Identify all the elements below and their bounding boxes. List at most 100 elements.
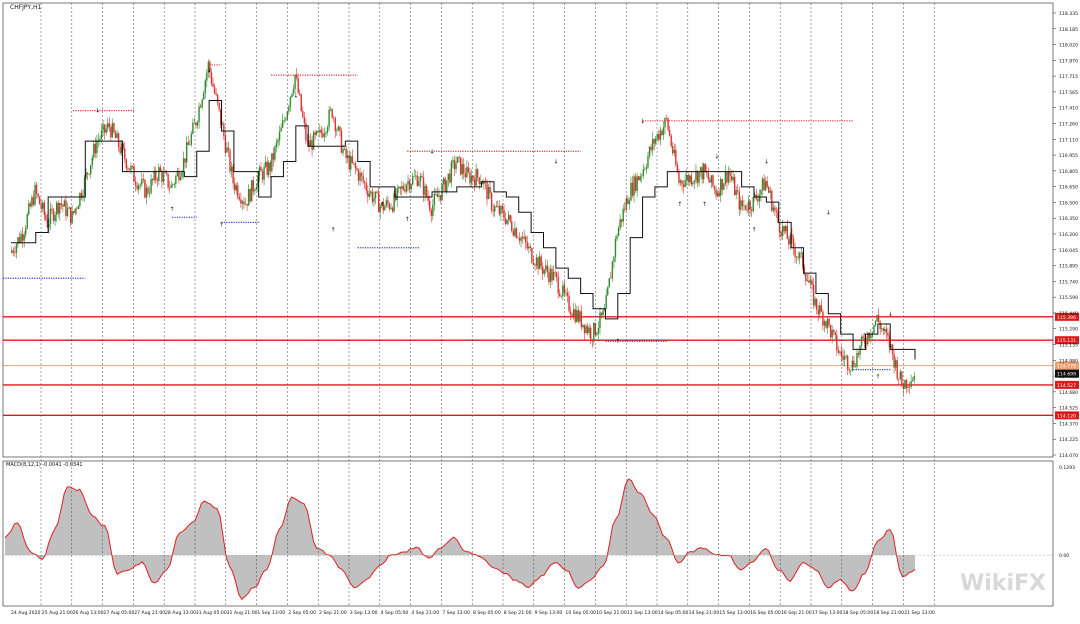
candle-body[interactable]	[215, 92, 217, 95]
candle-body[interactable]	[172, 184, 174, 185]
candle-body[interactable]	[850, 370, 852, 371]
candle-body[interactable]	[758, 194, 761, 202]
candle-body[interactable]	[204, 80, 206, 93]
candle-body[interactable]	[577, 310, 580, 322]
candle-body[interactable]	[433, 194, 436, 206]
candle-body[interactable]	[207, 61, 210, 73]
candle-body[interactable]	[283, 120, 285, 121]
candle-body[interactable]	[322, 133, 324, 138]
candle-body[interactable]	[819, 305, 821, 315]
candle-body[interactable]	[517, 237, 519, 239]
candle-body[interactable]	[421, 176, 423, 178]
candle-body[interactable]	[74, 208, 76, 213]
candle-body[interactable]	[384, 206, 386, 211]
candle-body[interactable]	[82, 195, 84, 198]
candle-body[interactable]	[90, 165, 92, 175]
candle-body[interactable]	[480, 181, 482, 184]
candle-body[interactable]	[254, 189, 256, 192]
candle-body[interactable]	[884, 328, 886, 331]
candle-body[interactable]	[178, 171, 180, 181]
candle-body[interactable]	[899, 371, 901, 379]
candle-body[interactable]	[769, 191, 771, 193]
candle-body[interactable]	[845, 355, 847, 357]
candle-body[interactable]	[227, 147, 230, 151]
candle-body[interactable]	[692, 182, 694, 185]
candle-body[interactable]	[170, 184, 172, 188]
candle-body[interactable]	[800, 252, 802, 254]
candle-body[interactable]	[637, 176, 640, 181]
candle-body[interactable]	[391, 207, 394, 212]
candle-body[interactable]	[221, 124, 223, 125]
candle-body[interactable]	[659, 130, 662, 140]
candle-body[interactable]	[398, 186, 400, 189]
candle-body[interactable]	[350, 156, 352, 170]
candle-body[interactable]	[487, 186, 490, 200]
candle-body[interactable]	[665, 118, 668, 119]
candle-body[interactable]	[438, 195, 440, 197]
candle-body[interactable]	[419, 176, 422, 182]
candle-body[interactable]	[876, 315, 878, 322]
candle-body[interactable]	[141, 179, 143, 185]
candle-body[interactable]	[356, 168, 358, 171]
candle-body[interactable]	[555, 272, 558, 277]
candle-body[interactable]	[289, 97, 292, 107]
candle-body[interactable]	[709, 179, 711, 183]
candle-body[interactable]	[749, 200, 751, 210]
candle-body[interactable]	[367, 190, 369, 197]
candle-body[interactable]	[732, 176, 734, 181]
candle-body[interactable]	[446, 180, 448, 192]
candle-body[interactable]	[911, 380, 914, 382]
candle-body[interactable]	[549, 268, 552, 283]
candle-body[interactable]	[399, 186, 402, 189]
candle-body[interactable]	[498, 205, 501, 215]
candle-body[interactable]	[351, 156, 354, 163]
candle-body[interactable]	[865, 343, 867, 345]
candle-body[interactable]	[238, 196, 241, 200]
candle-body[interactable]	[534, 264, 536, 266]
candle-body[interactable]	[422, 177, 425, 196]
candle-body[interactable]	[545, 265, 547, 270]
candle-body[interactable]	[590, 327, 592, 340]
candle-body[interactable]	[127, 168, 129, 169]
candle-body[interactable]	[639, 176, 641, 181]
candle-body[interactable]	[76, 208, 78, 210]
candle-body[interactable]	[388, 203, 391, 209]
candle-body[interactable]	[853, 360, 855, 367]
candle-body[interactable]	[768, 186, 770, 193]
candle-body[interactable]	[492, 209, 494, 212]
candle-body[interactable]	[46, 219, 49, 228]
candle-body[interactable]	[203, 92, 205, 100]
candle-body[interactable]	[630, 182, 632, 201]
candle-body[interactable]	[559, 293, 561, 297]
candle-body[interactable]	[57, 202, 59, 214]
candle-body[interactable]	[597, 328, 600, 333]
candle-body[interactable]	[576, 310, 578, 322]
candle-body[interactable]	[266, 161, 268, 175]
candle-body[interactable]	[699, 167, 702, 172]
candle-body[interactable]	[826, 318, 829, 328]
candle-body[interactable]	[873, 324, 875, 333]
candle-body[interactable]	[881, 328, 883, 330]
candle-body[interactable]	[670, 135, 672, 146]
candle-body[interactable]	[148, 193, 151, 194]
candle-body[interactable]	[145, 187, 148, 198]
candle-body[interactable]	[797, 256, 799, 258]
candle-body[interactable]	[816, 298, 818, 310]
candle-body[interactable]	[14, 252, 16, 254]
candle-body[interactable]	[264, 161, 267, 167]
candle-body[interactable]	[605, 295, 607, 309]
candle-body[interactable]	[843, 356, 846, 360]
candle-body[interactable]	[687, 174, 689, 183]
candle-body[interactable]	[430, 209, 432, 216]
candle-body[interactable]	[712, 175, 714, 187]
candle-body[interactable]	[370, 191, 372, 194]
candle-body[interactable]	[179, 176, 182, 181]
candle-body[interactable]	[741, 200, 744, 206]
candle-body[interactable]	[747, 200, 750, 211]
candle-body[interactable]	[466, 167, 468, 178]
candle-body[interactable]	[607, 287, 609, 296]
candle-body[interactable]	[223, 124, 225, 137]
candle-body[interactable]	[771, 191, 773, 211]
candle-body[interactable]	[413, 175, 415, 177]
candle-body[interactable]	[320, 129, 323, 134]
